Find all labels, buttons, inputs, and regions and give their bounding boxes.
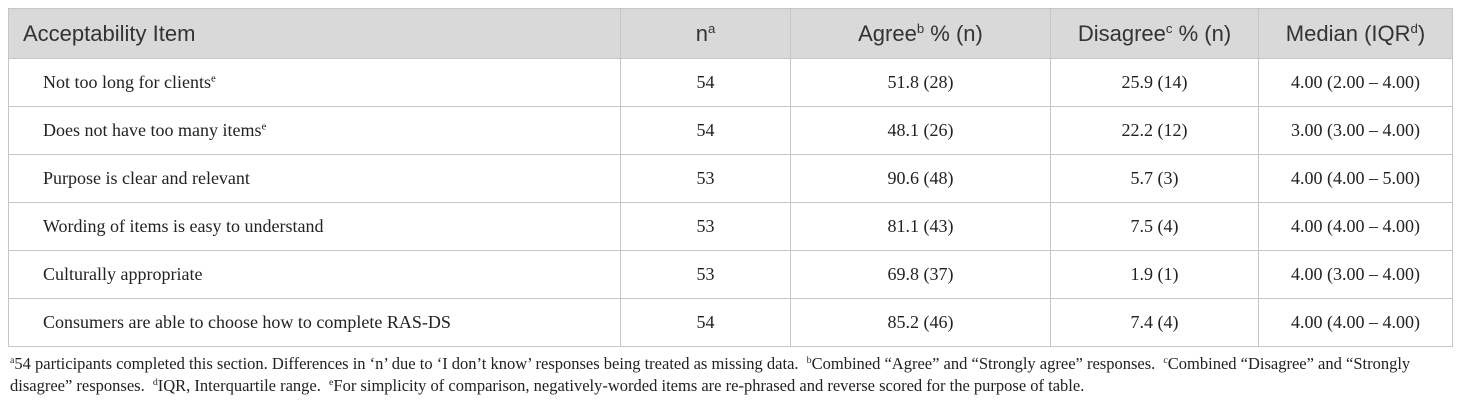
footnote: bCombined “Agree” and “Strongly agree” r… — [807, 354, 1156, 373]
superscript: d — [1410, 20, 1418, 36]
footnotes: a54 participants completed this section.… — [8, 353, 1452, 397]
header-cell: Disagreec % (n) — [1050, 8, 1259, 59]
header-row: Acceptability Item na Agreeb % (n) Disagree… — [8, 8, 1453, 59]
footnote: cCombined “Disagree” and “Strongly disag… — [10, 354, 1410, 395]
footnote-marker: a — [10, 355, 15, 367]
header-cell: Agreeb % (n) — [790, 8, 1051, 59]
median-cell: 4.00 (4.00 – 5.00) — [1258, 154, 1453, 203]
cell-suffix: % (n) — [924, 20, 983, 46]
superscript: a — [707, 20, 716, 36]
item-cell: Not too long for clientse — [8, 58, 621, 107]
disagree-cell: 22.2 (12) — [1050, 106, 1259, 155]
agree-cell: 90.6 (48) — [790, 154, 1051, 203]
n-cell: 53 — [620, 202, 791, 251]
cell-text: Acceptability Item — [23, 20, 196, 46]
n-cell: 53 — [620, 154, 791, 203]
cell-text: Does not have too many items — [43, 120, 262, 140]
footnote: eFor simplicity of comparison, negativel… — [329, 376, 1084, 395]
footnote-marker: c — [1163, 355, 1168, 367]
superscript: e — [210, 72, 216, 85]
n-cell: 54 — [620, 106, 791, 155]
table-row: Not too long for clientse 54 51.8 (28) 25.9… — [8, 58, 1453, 107]
footnote-text: 54 participants completed this section. … — [14, 354, 799, 373]
disagree-cell: 1.9 (1) — [1050, 250, 1259, 299]
item-cell: Culturally appropriate — [8, 250, 621, 299]
item-cell: Does not have too many itemse — [8, 106, 621, 155]
header-cell: Acceptability Item — [8, 8, 621, 59]
cell-text: Consumers are able to choose how to comp… — [43, 312, 451, 332]
footnote-marker: b — [806, 355, 812, 367]
footnote: dIQR, Interquartile range. — [153, 376, 321, 395]
n-cell: 53 — [620, 250, 791, 299]
median-cell: 4.00 (3.00 – 4.00) — [1258, 250, 1453, 299]
page: Acceptability Item na Agreeb % (n) Disagree… — [8, 8, 1453, 397]
cell-text: Culturally appropriate — [43, 264, 203, 284]
footnote-text: Combined “Agree” and “Strongly agree” re… — [811, 354, 1156, 373]
cell-suffix: ) — [1417, 20, 1426, 46]
disagree-cell: 5.7 (3) — [1050, 154, 1259, 203]
superscript: c — [1165, 20, 1173, 36]
median-cell: 4.00 (2.00 – 4.00) — [1258, 58, 1453, 107]
table-row: Consumers are able to choose how to comp… — [8, 298, 1453, 347]
table-body: Not too long for clientse 54 51.8 (28) 25.9… — [8, 58, 1453, 347]
disagree-cell: 25.9 (14) — [1050, 58, 1259, 107]
n-cell: 54 — [620, 58, 791, 107]
cell-text: Agree — [858, 20, 917, 46]
cell-suffix: % (n) — [1172, 20, 1232, 46]
header-cell: na — [620, 8, 791, 59]
footnote-text: Combined “Disagree” and “Strongly disagr… — [10, 354, 1411, 395]
footnote-text: For simplicity of comparison, negatively… — [333, 376, 1085, 395]
cell-text: n — [695, 20, 708, 46]
cell-text: Median (IQR — [1285, 20, 1411, 46]
footnote: a54 participants completed this section.… — [10, 354, 799, 373]
footnote-marker: d — [152, 377, 158, 389]
median-cell: 3.00 (3.00 – 4.00) — [1258, 106, 1453, 155]
header-cell: Median (IQRd) — [1258, 8, 1453, 59]
agree-cell: 85.2 (46) — [790, 298, 1051, 347]
disagree-cell: 7.4 (4) — [1050, 298, 1259, 347]
cell-text: Not too long for clients — [43, 72, 211, 92]
n-cell: 54 — [620, 298, 791, 347]
agree-cell: 48.1 (26) — [790, 106, 1051, 155]
median-cell: 4.00 (4.00 – 4.00) — [1258, 298, 1453, 347]
agree-cell: 81.1 (43) — [790, 202, 1051, 251]
cell-text: Purpose is clear and relevant — [43, 168, 250, 188]
table-row: Wording of items is easy to understand 53… — [8, 202, 1453, 251]
table-row: Culturally appropriate 53 69.8 (37) 1.9 (1)… — [8, 250, 1453, 299]
agree-cell: 69.8 (37) — [790, 250, 1051, 299]
median-cell: 4.00 (4.00 – 4.00) — [1258, 202, 1453, 251]
disagree-cell: 7.5 (4) — [1050, 202, 1259, 251]
agree-cell: 51.8 (28) — [790, 58, 1051, 107]
cell-text: Wording of items is easy to understand — [43, 216, 324, 236]
data-table: Acceptability Item na Agreeb % (n) Disagree… — [8, 8, 1453, 347]
table-row: Does not have too many itemse 54 48.1 (26)… — [8, 106, 1453, 155]
cell-text: Disagree — [1077, 20, 1166, 46]
superscript: b — [916, 20, 925, 36]
footnote-text: IQR, Interquartile range. — [157, 376, 321, 395]
item-cell: Purpose is clear and relevant — [8, 154, 621, 203]
footnote-marker: e — [329, 377, 334, 389]
item-cell: Wording of items is easy to understand — [8, 202, 621, 251]
item-cell: Consumers are able to choose how to comp… — [8, 298, 621, 347]
superscript: e — [261, 120, 267, 133]
table-row: Purpose is clear and relevant 53 90.6 (48)… — [8, 154, 1453, 203]
